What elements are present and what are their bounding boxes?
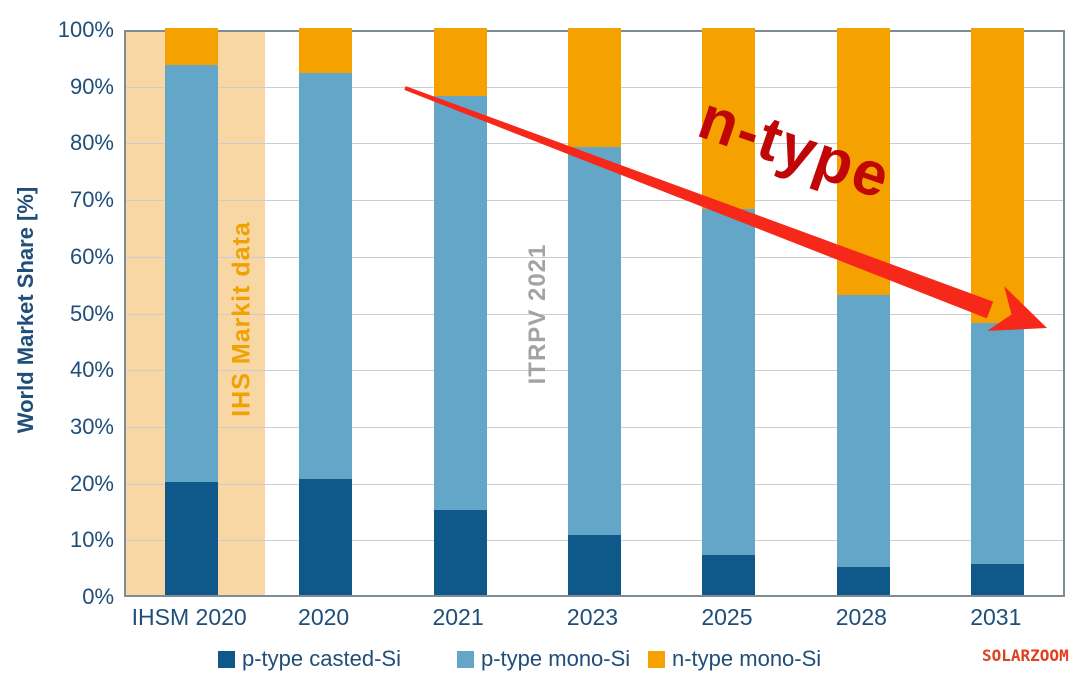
ihs-markit-band-label: IHS Markit data xyxy=(227,221,256,417)
y-tick-label: 0% xyxy=(82,584,114,609)
y-tick-label: 80% xyxy=(69,130,114,156)
bar-segment-p-type-mono-si xyxy=(299,73,353,479)
bar-segment-n-type-mono-si xyxy=(971,28,1025,323)
x-tick-label: 2021 xyxy=(432,604,484,630)
bar-segment-p-type-mono-si xyxy=(568,147,621,536)
watermark: SOLARZOOM xyxy=(982,646,1069,665)
bar-segment-p-type-casted-si xyxy=(971,563,1025,595)
y-tick-label: 90% xyxy=(69,73,114,99)
bar-segment-p-type-casted-si xyxy=(702,555,756,595)
y-tick-label: 60% xyxy=(69,243,114,269)
y-tick-label: 70% xyxy=(69,187,114,213)
bar-segment-p-type-mono-si xyxy=(433,96,487,510)
legend-label: p-type mono-Si xyxy=(481,646,631,671)
x-tick-label: 2025 xyxy=(701,604,753,630)
legend-label: p-type casted-Si xyxy=(242,646,401,671)
bar-segment-p-type-casted-si xyxy=(433,509,487,595)
y-tick-label: 100% xyxy=(57,17,114,42)
legend-swatch xyxy=(457,650,474,668)
y-tick-label: 40% xyxy=(69,357,114,383)
x-tick-label: 2031 xyxy=(970,604,1022,630)
y-tick-label: 50% xyxy=(69,300,114,326)
bar-segment-p-type-mono-si xyxy=(164,64,218,482)
itrpv-source-label: ITRPV 2021 xyxy=(524,243,551,385)
bar-segment-p-type-mono-si xyxy=(971,322,1025,564)
legend-item-p-type-mono-si: p-type mono-Si xyxy=(457,646,630,672)
bar-segment-n-type-mono-si xyxy=(433,28,487,97)
legend-swatch xyxy=(218,650,235,668)
y-tick-label: 10% xyxy=(69,527,114,553)
bar-segment-n-type-mono-si xyxy=(299,28,353,74)
bar-segment-p-type-mono-si xyxy=(702,209,756,556)
y-tick-label: 30% xyxy=(69,413,114,439)
plot-area: IHS Markit data ITRPV 2021 xyxy=(124,28,1065,597)
x-tick-label: 2028 xyxy=(835,604,887,630)
bar-segment-p-type-casted-si xyxy=(299,478,353,595)
legend-swatch xyxy=(648,650,665,668)
bar-segment-n-type-mono-si xyxy=(164,28,218,65)
bar-segment-n-type-mono-si xyxy=(568,28,621,148)
bar-segment-p-type-casted-si xyxy=(836,566,890,595)
legend-item-p-type-casted-si: p-type casted-Si xyxy=(218,646,401,672)
bar-segment-p-type-casted-si xyxy=(568,535,621,595)
bar-segment-p-type-casted-si xyxy=(164,481,218,595)
bar-segment-p-type-mono-si xyxy=(836,294,890,567)
legend-item-n-type-mono-si: n-type mono-Si xyxy=(648,646,821,672)
x-tick-label: IHSM 2020 xyxy=(131,604,247,630)
legend-label: n-type mono-Si xyxy=(672,646,822,671)
x-tick-label: 2023 xyxy=(566,604,619,630)
y-tick-label: 20% xyxy=(69,470,114,496)
x-tick-label: 2020 xyxy=(298,604,350,630)
